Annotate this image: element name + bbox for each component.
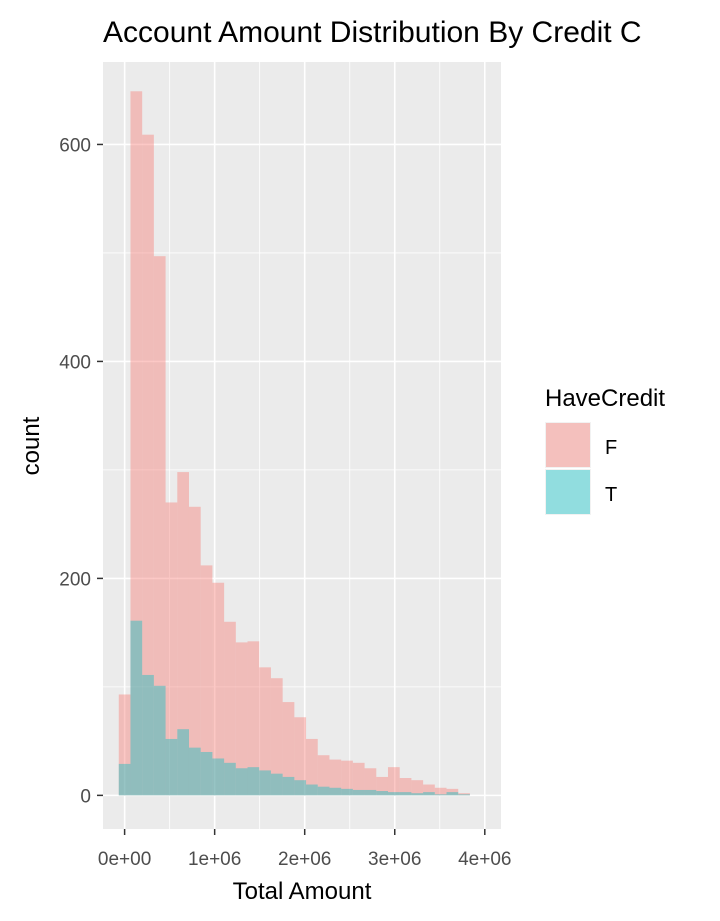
bar-f-15 — [294, 717, 307, 796]
x-tick-label: 4e+06 — [458, 849, 511, 870]
bar-t-11 — [247, 767, 260, 796]
y-axis-label: count — [18, 416, 45, 475]
legend-label-t: T — [605, 484, 617, 506]
bar-t-15 — [294, 780, 307, 796]
bar-f-25 — [411, 780, 424, 796]
bar-t-8 — [212, 758, 225, 796]
bar-f-19 — [341, 760, 353, 796]
bar-t-13 — [270, 773, 283, 796]
bar-f-8 — [212, 582, 225, 796]
bar-f-18 — [329, 759, 342, 796]
bar-f-11 — [247, 641, 260, 796]
bar-t-19 — [341, 788, 353, 796]
bar-t-7 — [200, 751, 213, 796]
bar-f-16 — [306, 738, 318, 796]
bar-f-29 — [458, 793, 470, 796]
bar-t-16 — [306, 784, 318, 796]
bar-f-20 — [352, 762, 365, 796]
bar-t-6 — [188, 747, 201, 796]
x-axis-label: Total Amount — [233, 878, 372, 905]
grid-minor — [103, 62, 501, 829]
bar-t-12 — [259, 770, 271, 796]
x-axis: 0e+00 1e+06 2e+06 3e+06 4e+06 — [98, 829, 511, 870]
bar-f-9 — [224, 621, 236, 796]
bar-t-27 — [434, 794, 447, 796]
bar-t-23 — [387, 792, 400, 796]
y-tick-label: 200 — [59, 569, 91, 590]
bar-t-4 — [165, 738, 178, 796]
bar-f-4 — [165, 502, 178, 796]
bar-f-10 — [235, 642, 248, 796]
legend-key-f-bg — [545, 422, 591, 468]
bar-t-29 — [458, 794, 470, 796]
bar-t-9 — [224, 762, 236, 796]
bar-f-7 — [200, 565, 213, 796]
legend-key-t-bg — [545, 469, 591, 515]
bar-f-5 — [177, 472, 189, 796]
bar-t-5 — [177, 729, 189, 796]
bar-t-0 — [118, 763, 131, 796]
series-t-bars — [118, 620, 470, 796]
bar-f-12 — [259, 667, 271, 796]
bar-t-3 — [153, 685, 166, 796]
bar-f-24 — [399, 778, 412, 796]
series-f-bars — [118, 91, 470, 796]
y-tick-label: 400 — [59, 352, 91, 373]
bar-f-1 — [130, 91, 143, 796]
bar-t-18 — [329, 787, 342, 796]
legend-key-t — [546, 470, 590, 514]
legend-title: HaveCredit — [545, 385, 665, 412]
bar-t-14 — [282, 776, 295, 796]
bar-t-2 — [142, 674, 154, 796]
bar-t-26 — [423, 792, 435, 796]
bar-t-28 — [446, 792, 459, 796]
bar-t-1 — [130, 620, 143, 796]
y-tick-label: 0 — [80, 786, 91, 807]
y-axis: 0 200 400 600 — [59, 135, 103, 807]
bar-f-2 — [142, 134, 154, 796]
legend-label-f: F — [605, 437, 617, 459]
bar-t-17 — [317, 786, 330, 796]
y-tick-label: 600 — [59, 135, 91, 156]
bar-f-27 — [434, 787, 447, 796]
bar-t-24 — [399, 792, 412, 796]
legend-key-f — [546, 423, 590, 467]
bar-f-17 — [317, 755, 330, 796]
bar-f-13 — [270, 678, 283, 796]
bar-f-3 — [153, 256, 166, 796]
chart-title: Account Amount Distribution By Credit C — [103, 16, 642, 49]
bar-t-21 — [364, 789, 377, 796]
x-tick-label: 3e+06 — [368, 849, 421, 870]
x-tick-label: 0e+00 — [98, 849, 151, 870]
bar-f-26 — [423, 784, 435, 796]
grid-major — [103, 62, 501, 829]
legend: HaveCredit F T — [545, 385, 665, 515]
bar-t-25 — [411, 793, 424, 796]
bar-f-0 — [118, 694, 131, 796]
bar-t-20 — [352, 789, 365, 796]
bar-t-22 — [376, 791, 388, 796]
x-tick-label: 2e+06 — [278, 849, 331, 870]
bar-f-21 — [364, 768, 377, 796]
bar-f-22 — [376, 776, 388, 796]
bar-t-10 — [235, 768, 248, 796]
bar-f-14 — [282, 702, 295, 796]
x-tick-label: 1e+06 — [188, 849, 241, 870]
bar-f-28 — [446, 788, 459, 796]
bar-f-23 — [387, 767, 400, 796]
bar-f-6 — [188, 506, 201, 796]
